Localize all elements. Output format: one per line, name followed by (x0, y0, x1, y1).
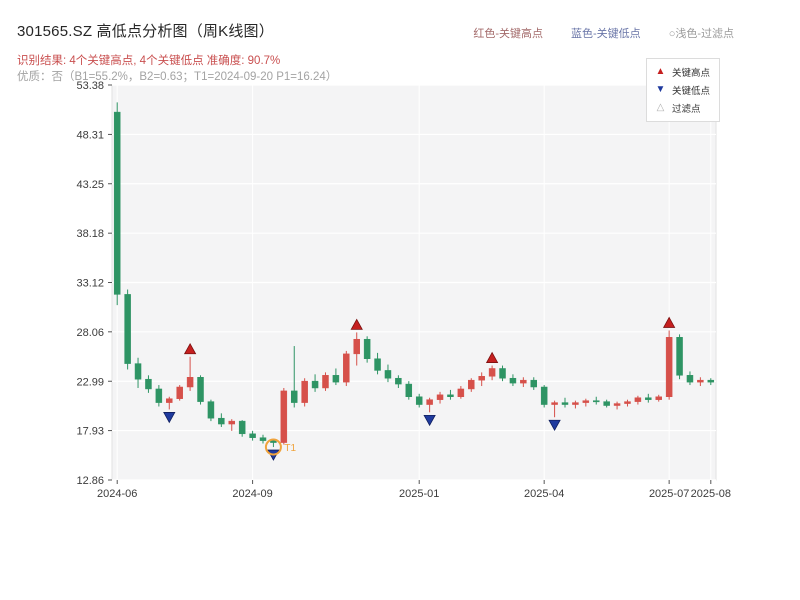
svg-text:2024-09: 2024-09 (232, 488, 272, 500)
chart-svg: 53.38 48.31 43.25 38.18 33.12 28.06 22.99 17.93… (76, 80, 731, 500)
chart-legend-filter-label: 过滤点 (672, 104, 701, 115)
svg-text:2025-07: 2025-07 (649, 488, 689, 500)
svg-text:48.31: 48.31 (76, 129, 104, 141)
page-title: 301565.SZ 高低点分析图（周K线图） (17, 23, 274, 40)
chart-area: 53.38 48.31 43.25 38.18 33.12 28.06 22.99 17.93… (0, 50, 800, 545)
header-legend: 红色-关键高点 蓝色-关键低点 ○浅色-过滤点 (473, 25, 734, 41)
quality-text: 优质：否（B1=55.2%，B2=0.63；T1=2024-09-20 P1=1… (17, 71, 338, 83)
header-legend-key-high-label: 红色-关键高点 (473, 28, 544, 40)
chart-legend-key-low-label: 关键低点 (672, 86, 711, 97)
filter-point-marker-icon: △ (656, 102, 665, 113)
svg-text:38.18: 38.18 (76, 228, 104, 240)
svg-text:T1: T1 (284, 443, 296, 454)
svg-text:2024-06: 2024-06 (97, 488, 137, 500)
chart-legend-item-filter: △ 过滤点 (654, 101, 710, 116)
key-low-marker-icon: ▼ (655, 84, 666, 95)
svg-text:2025-08: 2025-08 (691, 488, 731, 500)
chart-legend-item-key-high: ▲ 关键高点 (654, 65, 711, 80)
chart-legend-key-high-label: 关键高点 (672, 68, 711, 79)
svg-text:28.06: 28.06 (76, 327, 104, 339)
header-legend-filter-label: ○浅色-过滤点 (668, 28, 734, 40)
svg-text:43.25: 43.25 (76, 179, 104, 191)
chart-legend: ▲ 关键高点 ▼ 关键低点 △ 过滤点 (646, 58, 721, 122)
svg-text:33.12: 33.12 (76, 278, 104, 290)
svg-text:2025-01: 2025-01 (399, 488, 439, 500)
header-legend-key-low-label: 蓝色-关键低点 (571, 28, 641, 40)
svg-text:12.86: 12.86 (76, 475, 104, 487)
svg-text:53.38: 53.38 (76, 80, 104, 92)
svg-text:17.93: 17.93 (76, 426, 104, 438)
recognition-result-text: 识别结果: 4个关键高点, 4个关键低点 准确度: 90.7% (17, 55, 281, 67)
svg-text:22.99: 22.99 (76, 376, 104, 388)
svg-text:2025-04: 2025-04 (524, 488, 564, 500)
chart-legend-item-key-low: ▼ 关键低点 (654, 83, 711, 98)
key-high-marker-icon: ▲ (655, 66, 666, 77)
